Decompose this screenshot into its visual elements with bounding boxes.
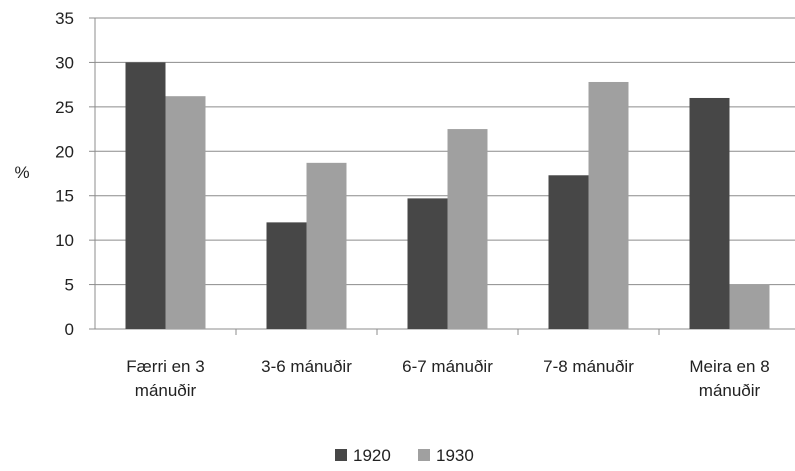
y-tick-label: 20 bbox=[55, 142, 74, 161]
x-tick-labels: Færri en 3 mánuðir 3-6 mánuðir 6-7 mánuðir 7… bbox=[126, 357, 769, 400]
x-tick-label: 6-7 mánuðir bbox=[402, 357, 493, 376]
y-tick-label: 10 bbox=[55, 231, 74, 250]
legend: 1920 1930 bbox=[335, 446, 474, 465]
x-tick-label: Færri en 3 bbox=[126, 357, 204, 376]
y-tick-label: 30 bbox=[55, 53, 74, 72]
bar-1920-1 bbox=[266, 222, 307, 329]
y-tick-labels: 0 5 10 15 20 25 30 35 bbox=[55, 9, 74, 339]
x-tick-label: 3-6 mánuðir bbox=[261, 357, 352, 376]
bar-1920-3 bbox=[548, 175, 589, 329]
y-tick-label: 25 bbox=[55, 98, 74, 117]
bar-1930-1 bbox=[306, 162, 347, 329]
bar-1920-4 bbox=[689, 97, 730, 329]
y-axis-label: % bbox=[14, 163, 29, 182]
x-tick-label: mánuðir bbox=[699, 381, 761, 400]
bar-1920-2 bbox=[407, 198, 448, 329]
bars bbox=[125, 62, 770, 330]
legend-label-1920: 1920 bbox=[353, 446, 391, 465]
bar-1930-0 bbox=[165, 96, 206, 330]
y-tick-label: 0 bbox=[65, 320, 74, 339]
x-tick-label: mánuðir bbox=[135, 381, 197, 400]
bar-1930-4 bbox=[729, 284, 770, 329]
bar-1920-0 bbox=[125, 62, 166, 330]
bar-1930-3 bbox=[588, 81, 629, 329]
legend-label-1930: 1930 bbox=[436, 446, 474, 465]
y-tick-label: 15 bbox=[55, 187, 74, 206]
legend-swatch-1930 bbox=[418, 449, 430, 461]
legend-swatch-1920 bbox=[335, 449, 347, 461]
y-tick-label: 35 bbox=[55, 9, 74, 28]
y-tick-label: 5 bbox=[65, 276, 74, 295]
x-tick-label: Meira en 8 bbox=[689, 357, 769, 376]
bar-1930-2 bbox=[447, 129, 488, 329]
x-tick-label: 7-8 mánuðir bbox=[543, 357, 634, 376]
